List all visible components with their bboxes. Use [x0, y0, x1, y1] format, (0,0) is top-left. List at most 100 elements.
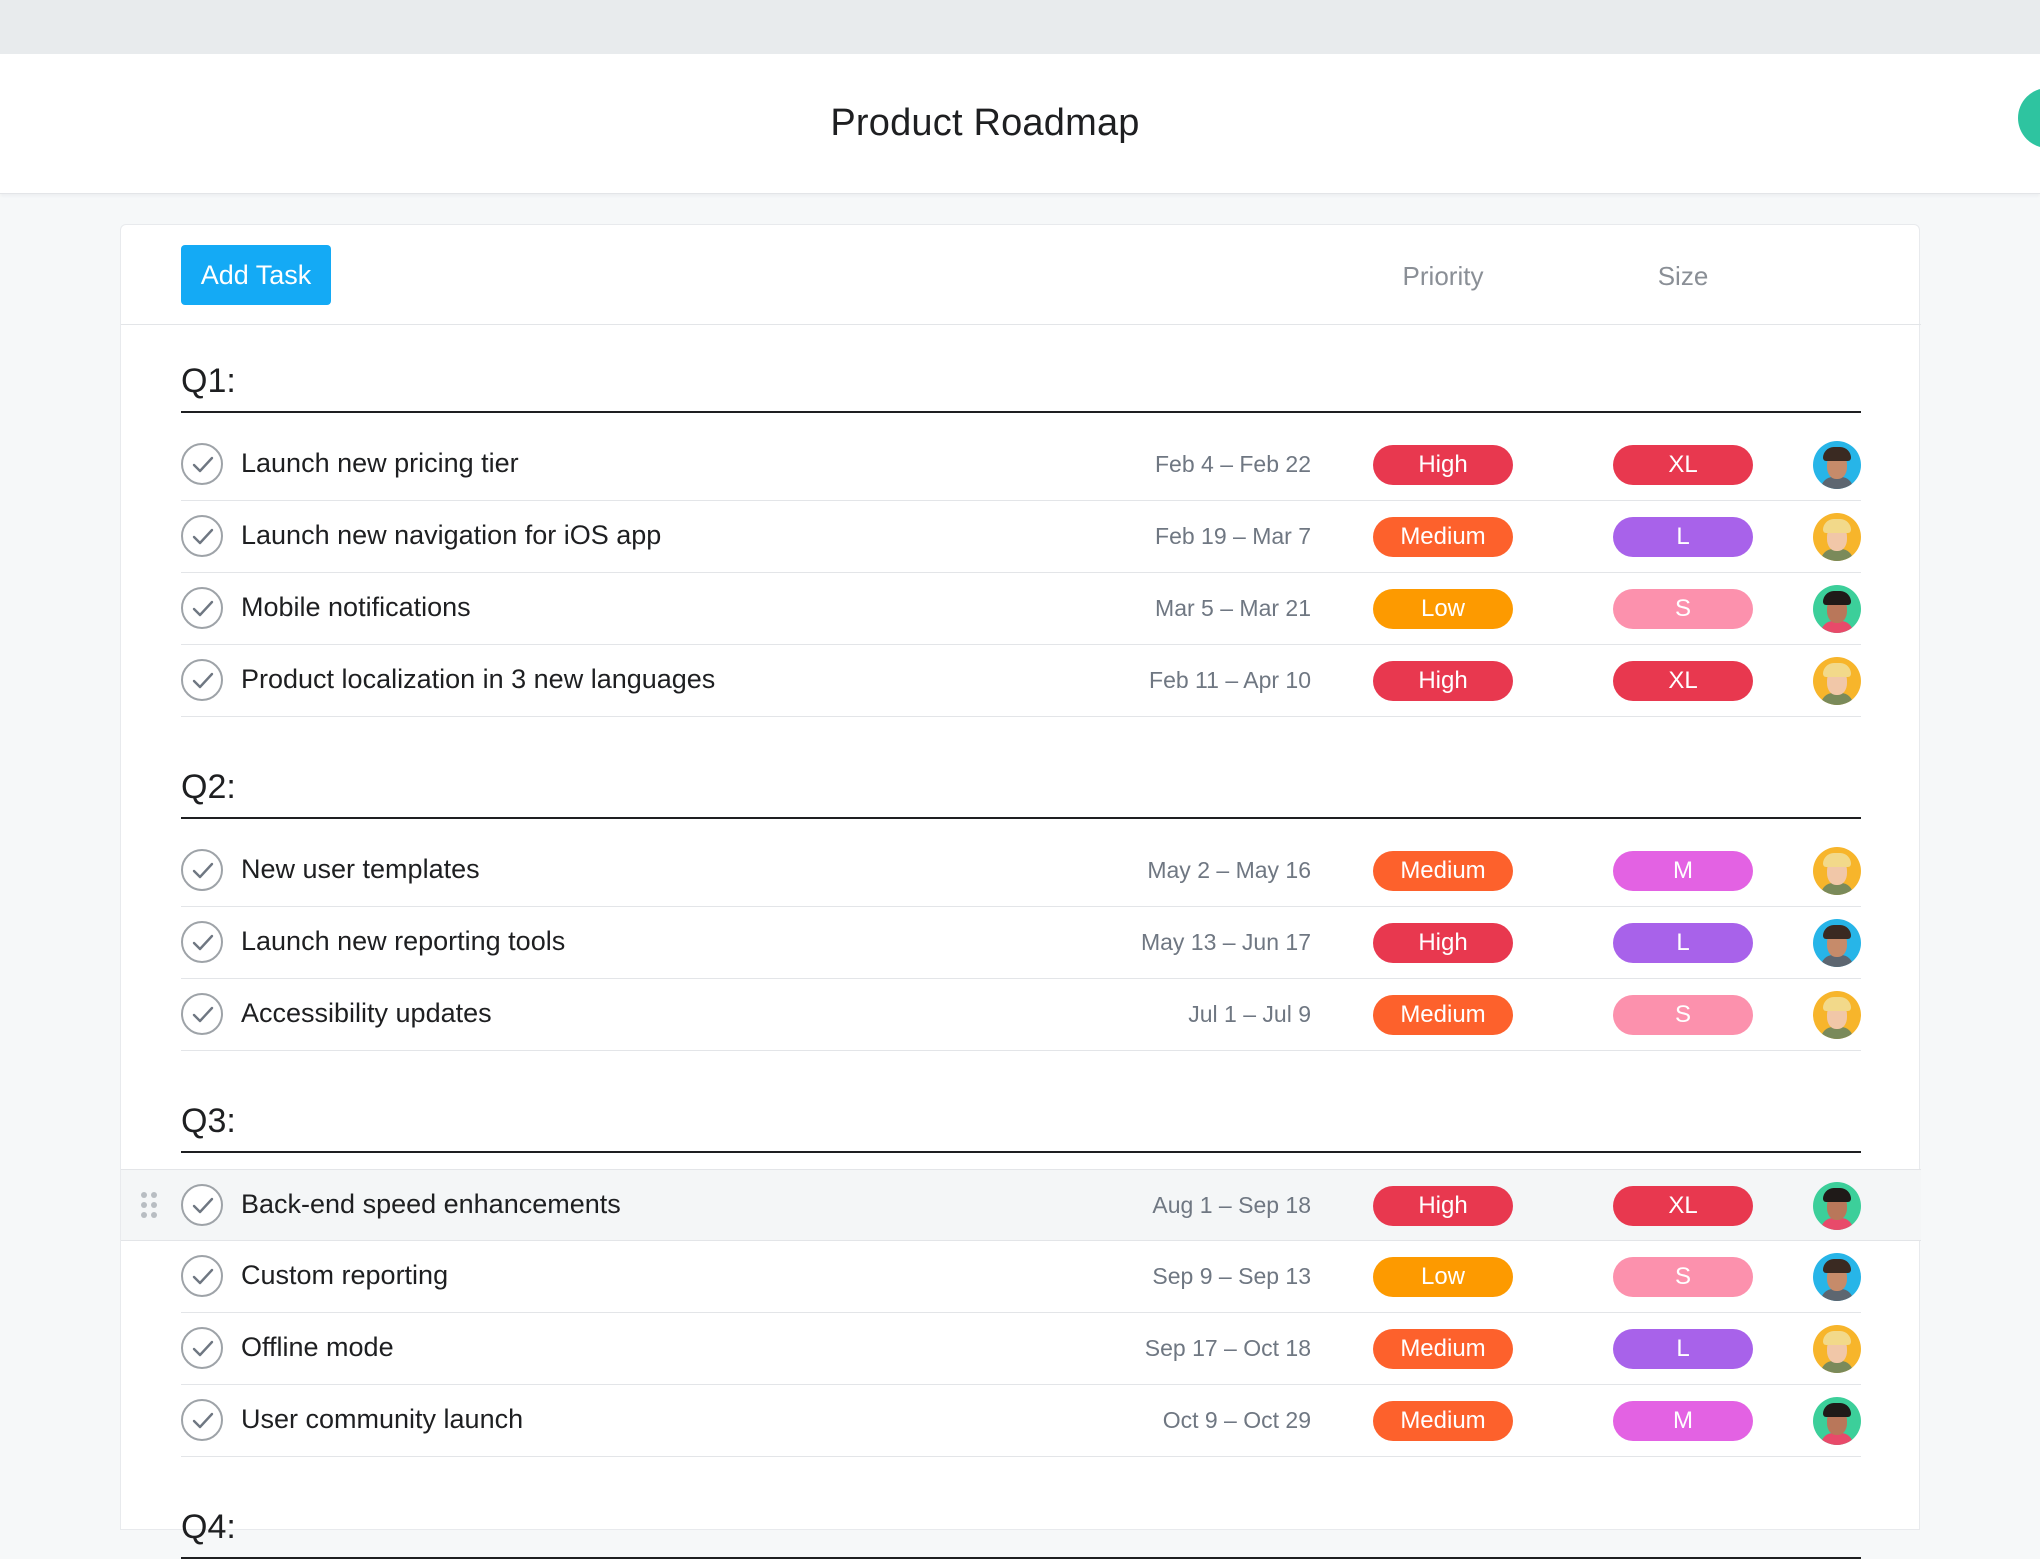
- drag-handle-icon[interactable]: [141, 1192, 159, 1222]
- task-due-dates[interactable]: Jul 1 – Jul 9: [1188, 1001, 1311, 1027]
- complete-checkmark-icon[interactable]: [181, 921, 223, 963]
- task-due-dates[interactable]: Oct 9 – Oct 29: [1162, 1407, 1311, 1433]
- priority-tag[interactable]: Low: [1373, 589, 1513, 629]
- priority-tag[interactable]: High: [1373, 661, 1513, 701]
- assignee-avatar[interactable]: [1813, 847, 1861, 895]
- size-tag[interactable]: L: [1613, 1329, 1753, 1369]
- row-divider: [181, 978, 1861, 979]
- task-row[interactable]: User community launch Oct 9 – Oct 29 Mediu…: [121, 1385, 1921, 1457]
- task-name[interactable]: User community launch: [241, 1404, 524, 1434]
- row-divider: [181, 716, 1861, 717]
- row-divider: [181, 1312, 1861, 1313]
- row-divider: [181, 1456, 1861, 1457]
- task-name[interactable]: Custom reporting: [241, 1260, 449, 1290]
- task-row[interactable]: Launch new reporting tools May 13 – Jun 1…: [121, 907, 1921, 979]
- size-tag[interactable]: S: [1613, 995, 1753, 1035]
- toolbar: Add Task Priority Size: [121, 225, 1921, 325]
- priority-tag[interactable]: Low: [1373, 1257, 1513, 1297]
- task-row[interactable]: Product localization in 3 new languages F…: [121, 645, 1921, 717]
- task-row[interactable]: Offline mode Sep 17 – Oct 18 Medium L: [121, 1313, 1921, 1385]
- size-tag[interactable]: XL: [1613, 1186, 1753, 1226]
- assignee-avatar[interactable]: [1813, 919, 1861, 967]
- row-divider: [181, 906, 1861, 907]
- complete-checkmark-icon[interactable]: [181, 993, 223, 1035]
- task-list-panel: Add Task Priority Size Q1: Launch new pri…: [120, 224, 1921, 1559]
- assignee-avatar[interactable]: [1813, 1182, 1861, 1230]
- row-divider: [181, 1384, 1861, 1385]
- section-label: Q3:: [181, 1102, 236, 1140]
- assignee-avatar[interactable]: [1813, 1253, 1861, 1301]
- priority-tag[interactable]: Medium: [1373, 1401, 1513, 1441]
- priority-column-header[interactable]: Priority: [1402, 261, 1484, 291]
- task-row[interactable]: Custom reporting Sep 9 – Sep 13 Low S: [121, 1241, 1921, 1313]
- complete-checkmark-icon[interactable]: [181, 443, 223, 485]
- assignee-avatar[interactable]: [1813, 585, 1861, 633]
- row-divider: [181, 500, 1861, 501]
- row-divider: [181, 572, 1861, 573]
- priority-tag[interactable]: High: [1373, 923, 1513, 963]
- assignee-avatar[interactable]: [1813, 441, 1861, 489]
- task-row[interactable]: Launch new navigation for iOS app Feb 19 …: [121, 501, 1921, 573]
- assignee-avatar[interactable]: [1813, 513, 1861, 561]
- priority-tag[interactable]: Medium: [1373, 851, 1513, 891]
- assignee-avatar[interactable]: [1813, 1325, 1861, 1373]
- complete-checkmark-icon[interactable]: [181, 849, 223, 891]
- assignee-avatar[interactable]: [1813, 1397, 1861, 1445]
- complete-checkmark-icon[interactable]: [181, 587, 223, 629]
- task-row[interactable]: Accessibility updates Jul 1 – Jul 9 Medium…: [121, 979, 1921, 1051]
- task-row[interactable]: Back-end speed enhancements Aug 1 – Sep 1…: [121, 1169, 1921, 1241]
- task-name[interactable]: New user templates: [241, 854, 480, 884]
- complete-checkmark-icon[interactable]: [181, 515, 223, 557]
- size-tag[interactable]: XL: [1613, 661, 1753, 701]
- user-avatar[interactable]: [2018, 88, 2040, 148]
- priority-tag[interactable]: High: [1373, 445, 1513, 485]
- section-header-q2[interactable]: Q2:: [181, 731, 1861, 819]
- complete-checkmark-icon[interactable]: [181, 1327, 223, 1369]
- size-tag[interactable]: S: [1613, 1257, 1753, 1297]
- task-due-dates[interactable]: May 13 – Jun 17: [1140, 929, 1311, 955]
- assignee-avatar[interactable]: [1813, 657, 1861, 705]
- task-name[interactable]: Launch new navigation for iOS app: [241, 520, 662, 550]
- row-divider: [181, 1050, 1861, 1051]
- priority-tag[interactable]: Medium: [1373, 995, 1513, 1035]
- task-due-dates[interactable]: May 2 – May 16: [1147, 857, 1311, 883]
- size-tag[interactable]: XL: [1613, 445, 1753, 485]
- complete-checkmark-icon[interactable]: [181, 1255, 223, 1297]
- section-header-q4[interactable]: Q4:: [181, 1471, 1861, 1559]
- assignee-avatar[interactable]: [1813, 991, 1861, 1039]
- size-tag[interactable]: M: [1613, 851, 1753, 891]
- task-due-dates[interactable]: Feb 4 – Feb 22: [1155, 451, 1311, 477]
- task-name[interactable]: Offline mode: [241, 1332, 394, 1362]
- section-header-q1[interactable]: Q1:: [181, 325, 1861, 413]
- task-row[interactable]: Mobile notifications Mar 5 – Mar 21 Low S: [121, 573, 1921, 645]
- size-tag[interactable]: L: [1613, 923, 1753, 963]
- priority-tag[interactable]: Medium: [1373, 1329, 1513, 1369]
- task-due-dates[interactable]: Sep 17 – Oct 18: [1144, 1335, 1311, 1361]
- size-tag[interactable]: L: [1613, 517, 1753, 557]
- task-due-dates[interactable]: Mar 5 – Mar 21: [1155, 595, 1311, 621]
- complete-checkmark-icon[interactable]: [181, 659, 223, 701]
- section-header-q3[interactable]: Q3:: [181, 1065, 1861, 1153]
- task-row[interactable]: Launch new pricing tier Feb 4 – Feb 22 Hig…: [121, 429, 1921, 501]
- task-due-dates[interactable]: Sep 9 – Sep 13: [1152, 1263, 1311, 1289]
- task-due-dates[interactable]: Feb 11 – Apr 10: [1149, 667, 1311, 693]
- complete-checkmark-icon[interactable]: [181, 1399, 223, 1441]
- size-tag[interactable]: S: [1613, 589, 1753, 629]
- task-row[interactable]: New user templates May 2 – May 16 Medium M: [121, 835, 1921, 907]
- task-name[interactable]: Launch new reporting tools: [241, 926, 566, 956]
- task-name[interactable]: Product localization in 3 new languages: [241, 664, 716, 694]
- size-tag[interactable]: M: [1613, 1401, 1753, 1441]
- task-name[interactable]: Back-end speed enhancements: [241, 1189, 621, 1219]
- page-title: Product Roadmap: [830, 102, 1140, 144]
- task-name[interactable]: Accessibility updates: [241, 998, 492, 1028]
- add-task-button[interactable]: Add Task: [181, 245, 331, 305]
- priority-tag[interactable]: Medium: [1373, 517, 1513, 557]
- task-name[interactable]: Launch new pricing tier: [241, 448, 519, 478]
- browser-top-strip: [0, 0, 2040, 54]
- complete-checkmark-icon[interactable]: [181, 1184, 223, 1226]
- task-due-dates[interactable]: Aug 1 – Sep 18: [1152, 1192, 1311, 1218]
- size-column-header[interactable]: Size: [1657, 261, 1709, 291]
- task-name[interactable]: Mobile notifications: [241, 592, 471, 622]
- priority-tag[interactable]: High: [1373, 1186, 1513, 1226]
- task-due-dates[interactable]: Feb 19 – Mar 7: [1155, 523, 1311, 549]
